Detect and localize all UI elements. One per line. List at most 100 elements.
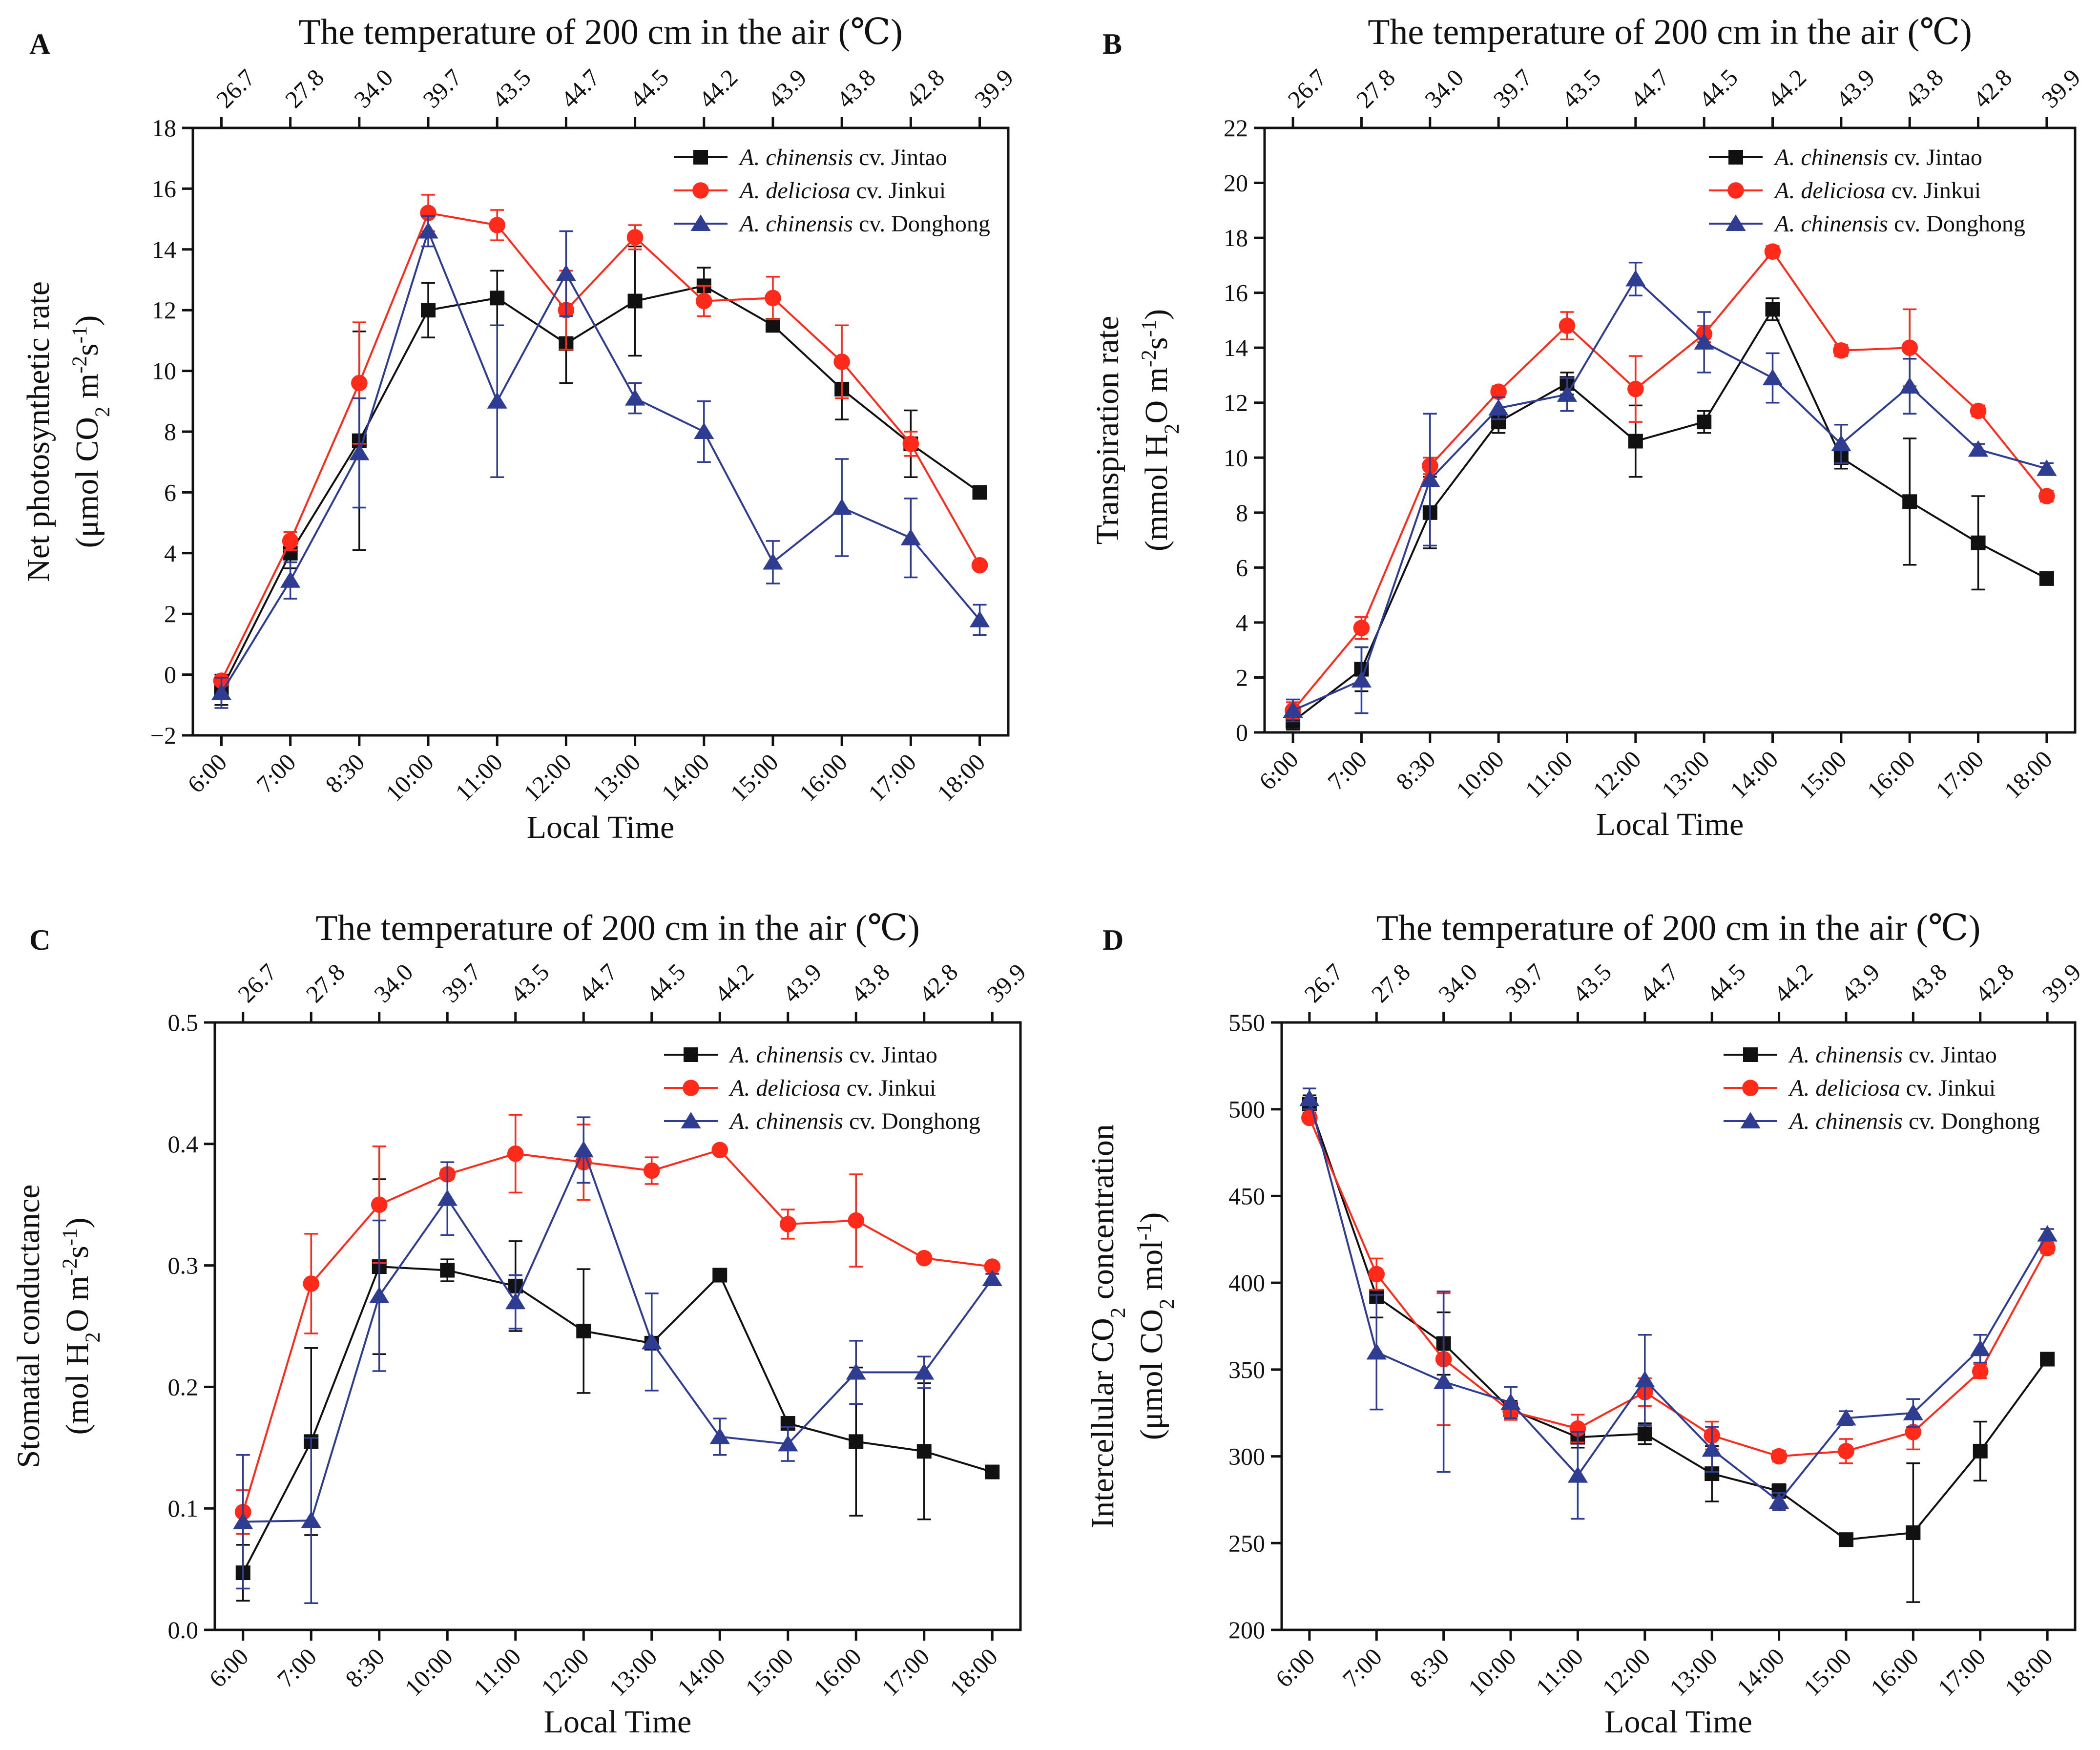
data-point [984, 1258, 1001, 1275]
plot-frame [1280, 1021, 2077, 1631]
series-line [243, 1147, 993, 1523]
top-tick-label: 39.7 [437, 958, 486, 1007]
top-tick-label: 39.9 [2037, 958, 2086, 1007]
x-tick-label: 13:00 [587, 748, 645, 807]
top-tick-label: 44.2 [1768, 958, 1818, 1007]
x-tick-label: 8:30 [320, 748, 370, 798]
x-tick-label: 18:00 [932, 748, 990, 807]
top-tick-label: 43.5 [1557, 63, 1606, 113]
series-line [1292, 307, 2047, 723]
series-0 [235, 1178, 1000, 1602]
x-tick-label: 10:00 [399, 1643, 458, 1701]
data-point [1765, 302, 1780, 317]
legend-label: A. chinensis cv. Donghong [738, 211, 990, 237]
top-tick-label: 44.7 [1625, 63, 1674, 113]
y-tick-label: 400 [1228, 1269, 1265, 1296]
x-tick-label: 11:00 [450, 748, 508, 806]
top-tick-label: 44.5 [1693, 63, 1743, 113]
y-tick-label: 200 [1228, 1616, 1265, 1644]
y-tick-label: 14 [1224, 334, 1248, 361]
panel-c: C The temperature of 200 cm in the air (℃… [11, 908, 1031, 1740]
top-tick-label: 34.0 [349, 63, 398, 113]
x-tick-label: 8:30 [340, 1643, 390, 1692]
legend-label: A. deliciosa cv. Jinkui [738, 178, 946, 204]
data-point [1625, 270, 1646, 287]
x-tick-label: 15:00 [725, 748, 784, 807]
legend-marker [1743, 1047, 1758, 1062]
data-point [1838, 1443, 1854, 1459]
y-tick-label: 450 [1228, 1182, 1265, 1209]
series-1 [1285, 243, 2055, 720]
y-tick-label: 250 [1228, 1529, 1265, 1557]
panel-letter-a: A [29, 28, 50, 60]
x-tick-label: 16:00 [1862, 745, 1920, 804]
top-tick-label: 43.5 [1567, 958, 1617, 1007]
x-tick-label: 6:00 [204, 1643, 253, 1692]
data-point [2039, 1240, 2056, 1256]
data-point [1351, 671, 1372, 688]
data-point [556, 264, 577, 281]
x-tick-label: 14:00 [1731, 1643, 1789, 1701]
top-tick-label: 26.7 [1299, 958, 1348, 1007]
x-tick-label: 17:00 [863, 748, 921, 807]
top-tick-label: 43.9 [762, 63, 811, 113]
data-point [982, 1270, 1002, 1286]
x-tick-label: 12:00 [518, 748, 577, 807]
data-point [833, 354, 850, 370]
x-tick-label: 17:00 [1932, 1643, 1991, 1701]
top-tick-label: 43.5 [505, 958, 554, 1007]
y-tick-label: 12 [1224, 389, 1248, 417]
y-tick-label: 20 [1224, 169, 1248, 197]
x-tick-label: 14:00 [672, 1643, 730, 1701]
top-tick-label: 42.8 [1970, 958, 2019, 1007]
top-tick-label: 27.8 [1366, 958, 1415, 1007]
data-point [1490, 383, 1507, 400]
data-point [349, 443, 370, 460]
plot-frame [213, 1021, 1022, 1631]
x-tick-label: 6:00 [1253, 745, 1303, 795]
data-point [1903, 1403, 1923, 1420]
data-point [1970, 1339, 1991, 1356]
y-tick-label: 8 [164, 418, 176, 445]
panel-letter-d: D [1102, 924, 1123, 956]
data-point [1283, 701, 1303, 718]
top-tick-label: 44.2 [693, 63, 743, 113]
data-point [969, 610, 990, 627]
data-point [1557, 385, 1578, 402]
x-tick-label: 15:00 [1798, 1643, 1857, 1701]
data-point [280, 571, 301, 588]
data-point [765, 290, 781, 307]
legend-label: A. chinensis cv. Jintao [1773, 145, 1982, 170]
data-point [1970, 402, 1987, 419]
y-axis-unit: (mmol H2O m-2s-1) [1138, 309, 1184, 551]
y-tick-label: 10 [1224, 444, 1248, 471]
series-2 [1299, 1087, 2058, 1520]
top-tick-label: 27.8 [300, 958, 350, 1007]
data-point [1899, 377, 1920, 394]
x-tick-label: 17:00 [876, 1643, 935, 1701]
top-tick-label: 43.5 [486, 63, 536, 113]
legend: A. chinensis cv. Jintao A. deliciosa cv. … [674, 145, 990, 237]
data-point [1968, 440, 1989, 457]
legend-marker [693, 150, 708, 165]
x-tick-label: 8:30 [1391, 745, 1440, 795]
data-point [351, 375, 368, 392]
data-point [1368, 1266, 1385, 1283]
data-point [1833, 342, 1850, 359]
data-point [763, 553, 783, 570]
series-0 [1286, 297, 2054, 731]
data-point [1972, 1363, 1989, 1380]
data-point [849, 1434, 864, 1449]
legend-marker [1728, 150, 1743, 165]
series-2 [233, 1116, 1002, 1604]
legend-label: A. chinensis cv. Donghong [728, 1108, 980, 1134]
top-tick-label: 44.5 [1701, 958, 1750, 1007]
data-point [695, 292, 712, 310]
top-tick-label: 43.8 [831, 63, 880, 113]
top-tick-label: 44.7 [573, 958, 622, 1007]
x-axis-title: Local Time [1604, 1704, 1752, 1740]
legend-label: A. deliciosa cv. Jinkui [728, 1075, 936, 1101]
data-point [2037, 1225, 2058, 1242]
x-axis-title: Local Time [527, 810, 675, 845]
legend-label: A. chinensis cv. Donghong [1788, 1108, 2040, 1134]
